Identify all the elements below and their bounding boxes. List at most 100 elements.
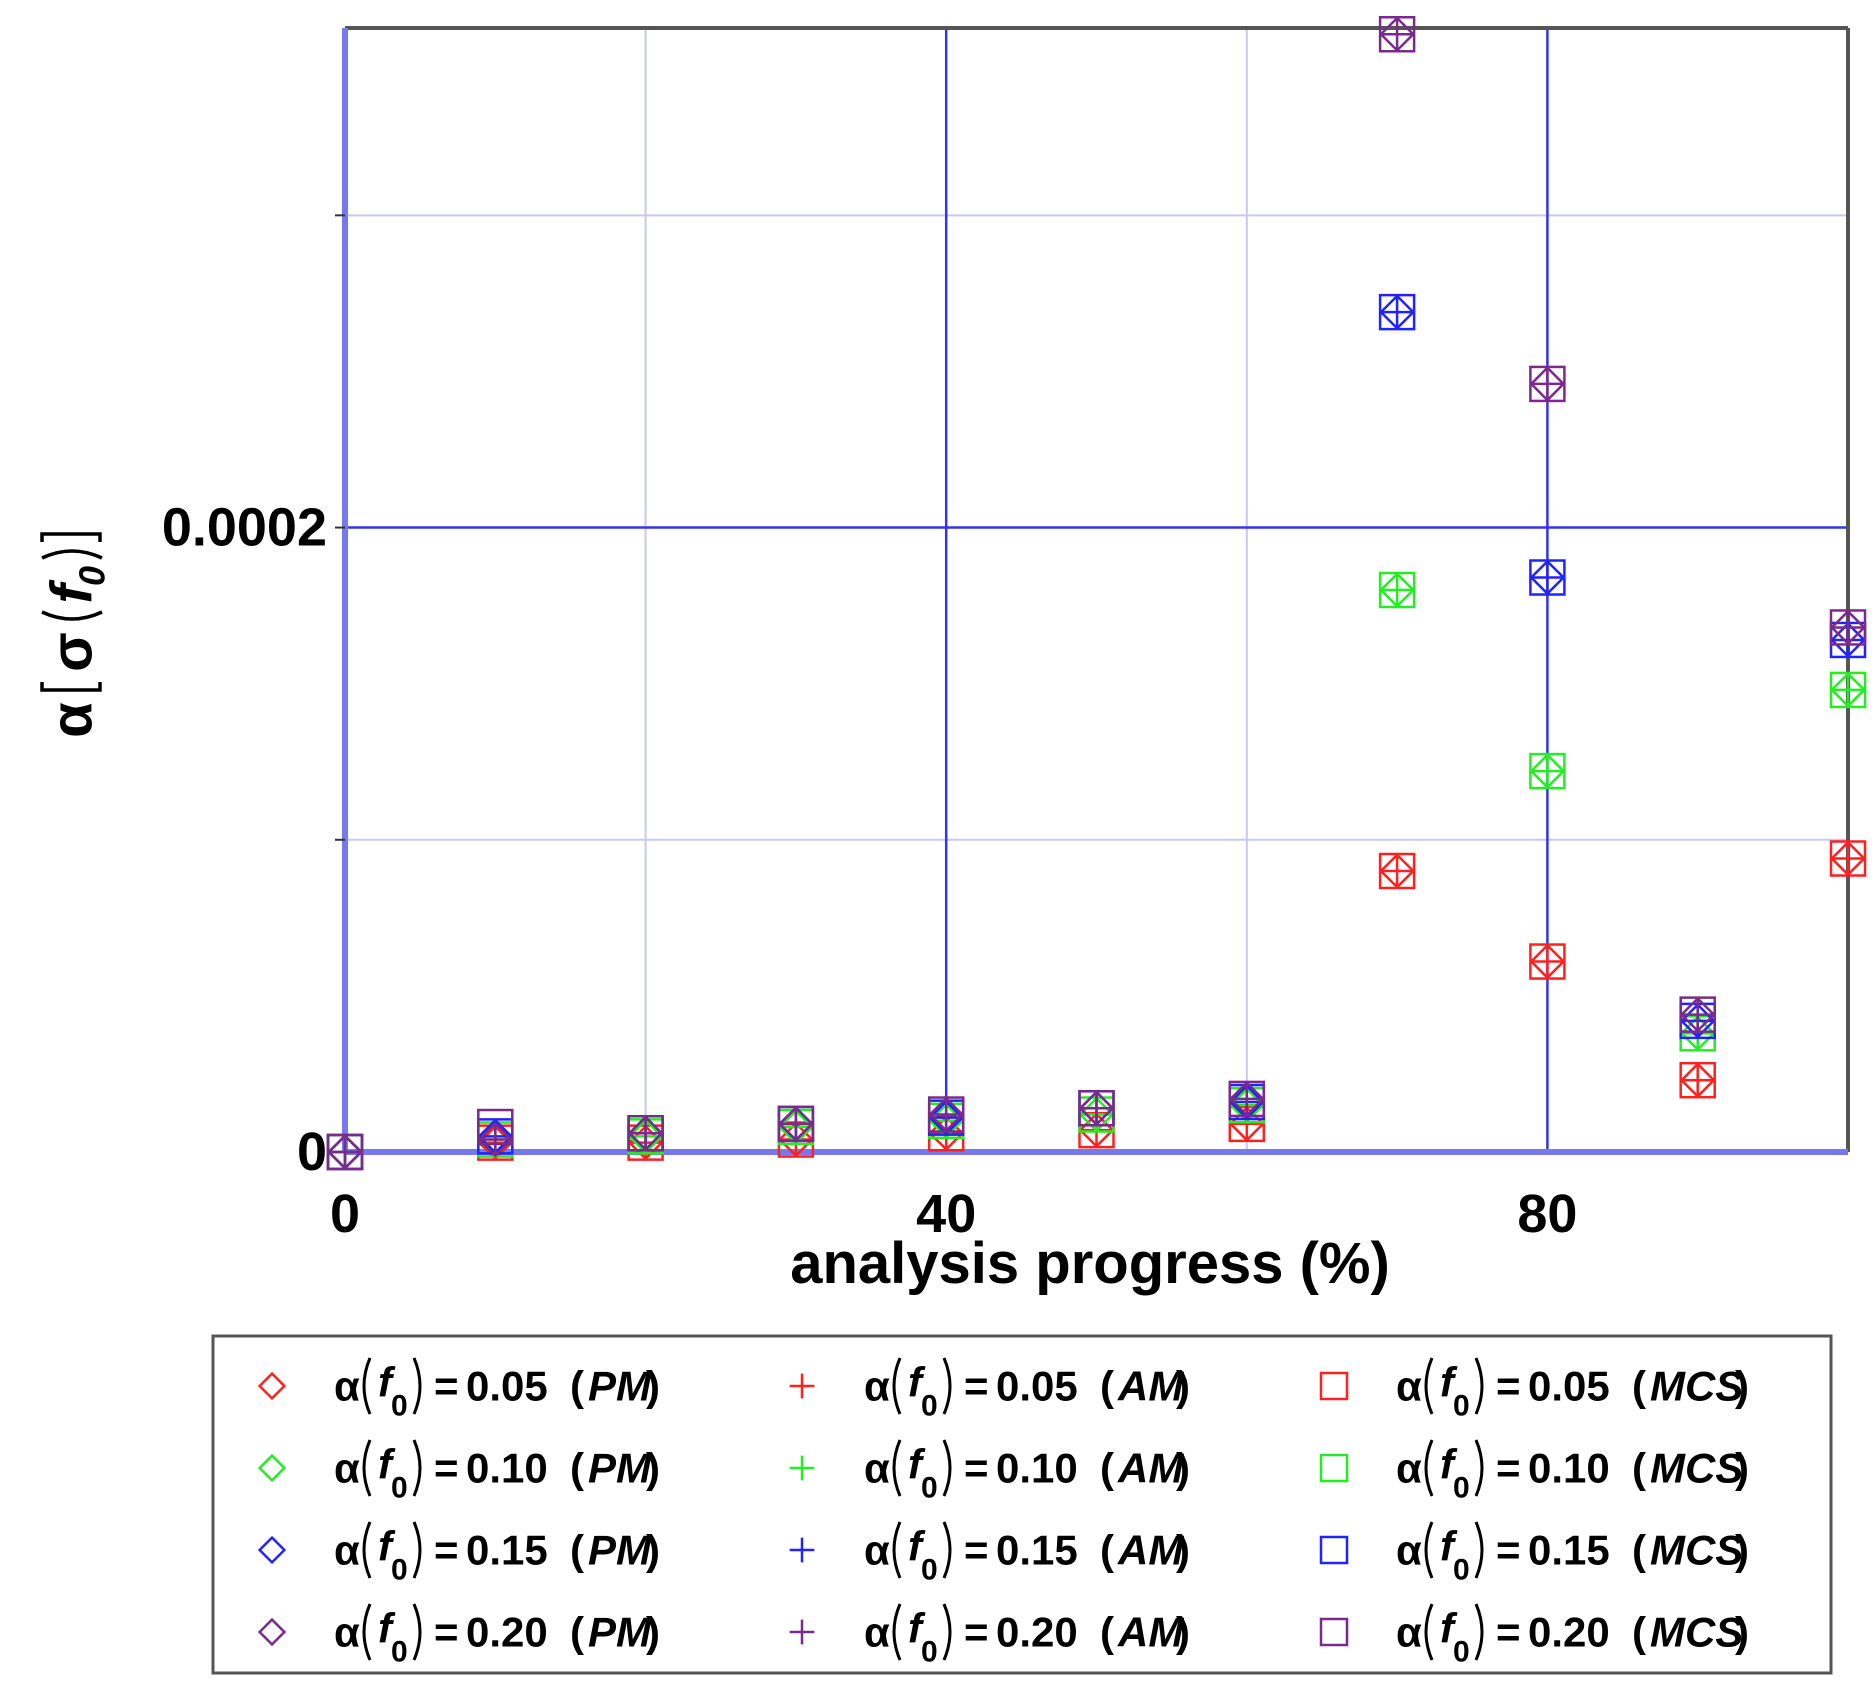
legend-subscript: 0 bbox=[1453, 1472, 1470, 1505]
legend-method: AM bbox=[1117, 1363, 1184, 1410]
legend-method-open: ( bbox=[1100, 1445, 1114, 1492]
legend-f: f bbox=[378, 1441, 396, 1488]
legend-method-close: ) bbox=[1735, 1363, 1749, 1410]
legend-method: AM bbox=[1117, 1609, 1184, 1656]
legend-entry-pm-010: α f0 = 0.10 (PM) bbox=[257, 1439, 660, 1505]
data-point-mcs-020 bbox=[1529, 365, 1566, 403]
legend-marker bbox=[789, 1373, 815, 1399]
legend-value: 0.20 bbox=[996, 1609, 1078, 1656]
legend-marker bbox=[257, 1453, 287, 1483]
legend-marker bbox=[1319, 1453, 1349, 1483]
legend-f: f bbox=[908, 1605, 926, 1652]
legend-method-open: ( bbox=[570, 1609, 584, 1656]
legend-right-paren bbox=[942, 1603, 952, 1661]
axis-ticks: 0 40 80 0 0.0002 bbox=[162, 214, 1577, 1244]
legend-method: PM bbox=[588, 1445, 652, 1492]
legend-right-paren bbox=[1474, 1521, 1484, 1579]
legend-method-open: ( bbox=[1632, 1363, 1646, 1410]
legend-marker bbox=[789, 1619, 815, 1645]
legend-value: 0.15 bbox=[466, 1527, 548, 1574]
legend-marker bbox=[1319, 1535, 1349, 1565]
legend-entry-am-005: α f0 = 0.05 (AM) bbox=[789, 1357, 1190, 1423]
data-point-mcs-015 bbox=[1378, 293, 1416, 331]
legend-method: PM bbox=[588, 1609, 652, 1656]
legend-right-paren bbox=[942, 1357, 952, 1415]
data-point-am-005 bbox=[1681, 1064, 1714, 1097]
legend-equals: = bbox=[964, 1527, 989, 1574]
y-axis-title-right-paren bbox=[41, 549, 103, 560]
legend-alpha: α bbox=[334, 1527, 360, 1574]
legend-method-open: ( bbox=[1632, 1445, 1646, 1492]
x-axis-title: analysis progress (%) bbox=[790, 1231, 1390, 1296]
legend-right-paren bbox=[1474, 1357, 1484, 1415]
legend-method: AM bbox=[1117, 1445, 1184, 1492]
legend-value: 0.05 bbox=[996, 1363, 1078, 1410]
legend-left-paren bbox=[892, 1521, 902, 1579]
legend-left-paren bbox=[1424, 1521, 1434, 1579]
legend-equals: = bbox=[964, 1445, 989, 1492]
data-point-am-020 bbox=[930, 1098, 963, 1131]
legend-left-paren bbox=[362, 1439, 372, 1497]
legend-value: 0.15 bbox=[1528, 1527, 1610, 1574]
legend-subscript: 0 bbox=[921, 1390, 938, 1423]
legend-method: MCS bbox=[1650, 1609, 1743, 1656]
legend-value: 0.15 bbox=[996, 1527, 1078, 1574]
data-point-am-015 bbox=[1531, 561, 1564, 594]
legend-entry-mcs-010: α f0 = 0.10 (MCS) bbox=[1319, 1439, 1749, 1505]
legend-method: PM bbox=[588, 1527, 652, 1574]
legend-alpha: α bbox=[1396, 1527, 1422, 1574]
legend-equals: = bbox=[434, 1363, 459, 1410]
legend-method-close: ) bbox=[1735, 1527, 1749, 1574]
legend-right-paren bbox=[942, 1521, 952, 1579]
legend-left-paren bbox=[1424, 1357, 1434, 1415]
legend-alpha: α bbox=[864, 1445, 890, 1492]
legend-right-paren bbox=[412, 1357, 422, 1415]
legend-f: f bbox=[908, 1441, 926, 1488]
data-point-mcs-005 bbox=[1529, 943, 1566, 980]
legend-marker bbox=[789, 1537, 815, 1563]
legend-subscript: 0 bbox=[921, 1636, 938, 1669]
legend-subscript: 0 bbox=[1453, 1390, 1470, 1423]
legend-right-paren bbox=[412, 1603, 422, 1661]
data-point-mcs-020 bbox=[1829, 609, 1867, 646]
legend-method-open: ( bbox=[1100, 1609, 1114, 1656]
legend-right-paren bbox=[1474, 1439, 1484, 1497]
legend-right-paren bbox=[412, 1521, 422, 1579]
legend-f: f bbox=[378, 1359, 396, 1406]
legend-alpha: α bbox=[864, 1527, 890, 1574]
legend-alpha: α bbox=[1396, 1609, 1422, 1656]
data-point-am-005 bbox=[1831, 842, 1865, 875]
legend-f: f bbox=[1440, 1359, 1458, 1406]
legend-method-open: ( bbox=[1100, 1527, 1114, 1574]
legend-marker bbox=[789, 1455, 815, 1481]
legend-alpha: α bbox=[334, 1609, 360, 1656]
legend-left-paren bbox=[1424, 1603, 1434, 1661]
data-point-am-020 bbox=[1831, 611, 1865, 644]
legend-entry-am-015: α f0 = 0.15 (AM) bbox=[789, 1521, 1190, 1587]
legend-subscript: 0 bbox=[921, 1554, 938, 1587]
data-point-am-010 bbox=[1831, 673, 1865, 707]
legend-value: 0.20 bbox=[1528, 1609, 1610, 1656]
legend-equals: = bbox=[1496, 1527, 1521, 1574]
data-point-mcs-005 bbox=[1829, 840, 1867, 877]
data-point-am-010 bbox=[1531, 754, 1564, 788]
y-axis-title-left-bracket bbox=[40, 682, 102, 692]
legend-right-paren bbox=[412, 1439, 422, 1497]
data-point-am-020 bbox=[1681, 998, 1714, 1031]
legend-f: f bbox=[1440, 1605, 1458, 1652]
y-tick-label: 0 bbox=[297, 1122, 327, 1182]
legend-f: f bbox=[908, 1359, 926, 1406]
data-point-am-020 bbox=[779, 1107, 813, 1141]
legend-method: MCS bbox=[1650, 1445, 1743, 1492]
data-point-mcs-020 bbox=[477, 1108, 514, 1146]
legend-subscript: 0 bbox=[391, 1554, 408, 1587]
y-axis-title-subscript: 0 bbox=[72, 566, 113, 586]
legend-box bbox=[211, 1334, 1833, 1675]
legend-right-paren bbox=[942, 1439, 952, 1497]
legend-method-open: ( bbox=[570, 1363, 584, 1410]
legend-left-paren bbox=[892, 1357, 902, 1415]
legend-marker bbox=[257, 1617, 287, 1647]
legend-method-close: ) bbox=[1735, 1609, 1749, 1656]
data-point-am-015 bbox=[1380, 295, 1414, 329]
